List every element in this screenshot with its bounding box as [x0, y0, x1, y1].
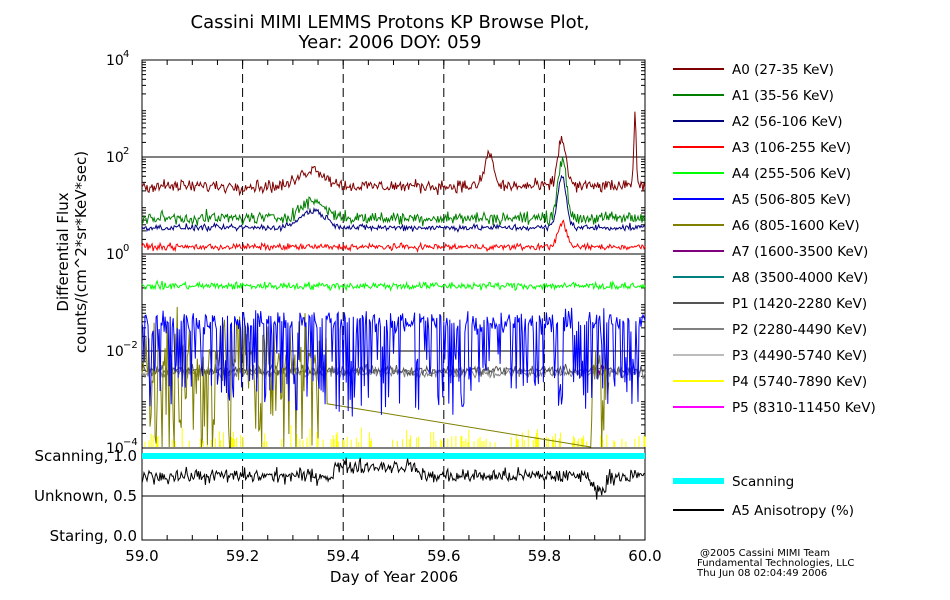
legend-label: A3 (106-255 KeV)	[732, 140, 851, 156]
mode-axis-label: Unknown, 0.5	[34, 487, 137, 505]
legend-label: A4 (255-506 KeV)	[732, 166, 851, 182]
legend-label: A7 (1600-3500 KeV)	[732, 244, 868, 260]
x-tick-label: 60.0	[628, 547, 661, 565]
legend-label: A5 Anisotropy (%)	[732, 503, 854, 519]
y-tick-exponent: −2	[123, 340, 138, 351]
chart-title: Cassini MIMI LEMMS Protons KP Browse Plo…	[191, 12, 590, 33]
legend-label: P4 (5740-7890 KeV)	[732, 374, 867, 390]
legend-label: A5 (506-805 KeV)	[732, 192, 851, 208]
y-axis-label-line2: counts/(cm^2*sr*KeV*sec)	[72, 151, 90, 353]
legend-label: P3 (4490-5740 KeV)	[732, 348, 867, 364]
series-a4	[141, 279, 646, 292]
y-tick-label: 10	[106, 344, 124, 360]
y-tick-exponent: 4	[123, 49, 129, 60]
x-axis-label: Day of Year 2006	[330, 568, 458, 586]
legend-label: P2 (2280-4490 KeV)	[732, 322, 867, 338]
legend-label: A1 (35-56 KeV)	[732, 88, 834, 104]
x-tick-label: 59.4	[326, 547, 359, 565]
legend: A0 (27-35 KeV) A1 (35-56 KeV) A2 (56-106 K…	[673, 62, 876, 519]
x-axis-ticks: 59.0 59.2 59.4 59.6 59.8 60.0	[125, 547, 661, 565]
x-tick-label: 59.2	[226, 547, 259, 565]
legend-label: P1 (1420-2280 KeV)	[732, 296, 867, 312]
legend-label: A0 (27-35 KeV)	[732, 62, 834, 78]
legend-label: A2 (56-106 KeV)	[732, 114, 842, 130]
credit-line-3: Thu Jun 08 02:04:49 2006	[696, 568, 827, 579]
y-tick-label: 10	[106, 247, 124, 263]
y-tick-label: 10	[106, 441, 124, 457]
y-tick-exponent: −4	[123, 437, 138, 448]
series-a5	[141, 307, 646, 417]
x-tick-label: 59.0	[125, 547, 158, 565]
credit-line-1: @2005 Cassini MIMI Team	[700, 548, 830, 559]
series-a5-anisotropy	[141, 457, 646, 500]
x-tick-label: 59.6	[427, 547, 460, 565]
legend-label: A6 (805-1600 KeV)	[732, 218, 860, 234]
series-a0	[141, 111, 646, 197]
y-axis-label-line1: Differential Flux	[54, 192, 72, 311]
mode-axis-label: Staring, 0.0	[50, 527, 137, 545]
credit-line-2: Fundamental Technologies, LLC	[697, 558, 854, 569]
y-tick-exponent: 0	[123, 243, 129, 254]
mode-axis-labels: Scanning, 1.0 Unknown, 0.5 Staring, 0.0	[34, 447, 137, 545]
y-tick-label: 10	[106, 53, 124, 69]
y-tick-exponent: 2	[123, 146, 129, 157]
gridlines	[141, 60, 646, 540]
legend-label: A8 (3500-4000 KeV)	[732, 270, 868, 286]
y-tick-label: 10	[106, 150, 124, 166]
series-a1	[141, 157, 646, 227]
chart-subtitle: Year: 2006 DOY: 059	[298, 32, 482, 53]
mode-traces	[141, 453, 646, 500]
series-a3	[141, 219, 646, 253]
series-a2	[141, 174, 646, 233]
legend-label: P5 (8310-11450 KeV)	[732, 400, 876, 416]
legend-label: Scanning	[732, 474, 794, 490]
mode-axis-label: Scanning, 1.0	[34, 447, 137, 465]
mode-panel-frame	[141, 447, 646, 541]
flux-traces	[141, 111, 646, 448]
x-tick-label: 59.8	[528, 547, 561, 565]
